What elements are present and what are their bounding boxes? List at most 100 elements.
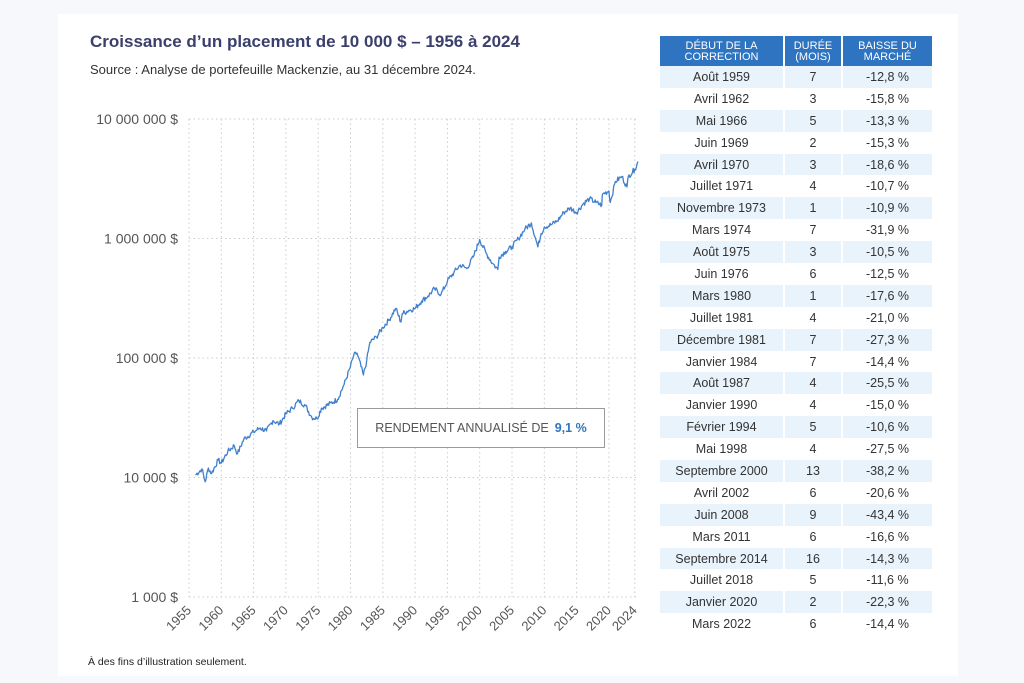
table-row: Novembre 1973 1 -10,9 % bbox=[660, 197, 932, 220]
table-cell: -27,3 % bbox=[842, 328, 932, 351]
table-row: Mai 1998 4 -27,5 % bbox=[660, 438, 932, 461]
table-row: Mars 2022 6 -14,4 % bbox=[660, 613, 932, 636]
chart-subtitle: Source : Analyse de portefeuille Mackenz… bbox=[90, 62, 476, 77]
table-cell: 3 bbox=[784, 87, 843, 110]
corrections-table: DÉBUT DE LA CORRECTION DURÉE (MOIS) BAISSE… bbox=[660, 36, 932, 636]
table-cell: Mars 2022 bbox=[660, 613, 785, 636]
table-cell: 7 bbox=[784, 219, 843, 242]
x-tick-label: 2000 bbox=[454, 603, 485, 634]
table-cell: Février 1994 bbox=[660, 416, 785, 439]
table-cell: 5 bbox=[784, 109, 843, 132]
table-cell: 4 bbox=[784, 394, 843, 417]
x-tick-label: 2015 bbox=[551, 603, 582, 634]
table-row: Septembre 2014 16 -14,3 % bbox=[660, 547, 932, 570]
table-cell: 3 bbox=[784, 153, 843, 176]
table-cell: Mars 1974 bbox=[660, 219, 785, 242]
x-tick-label: 1970 bbox=[260, 603, 291, 634]
y-tick-label: 10 000 000 $ bbox=[96, 111, 178, 127]
table-row: Avril 1970 3 -18,6 % bbox=[660, 153, 932, 176]
table-cell: Juillet 2018 bbox=[660, 569, 785, 592]
table-cell: Mars 1980 bbox=[660, 284, 785, 307]
table-cell: -10,7 % bbox=[865, 179, 910, 194]
table-cell: Août 1975 bbox=[660, 241, 785, 264]
table-cell: Juillet 1981 bbox=[660, 306, 785, 329]
table-cell: -18,6 % bbox=[842, 153, 932, 176]
table-cell: -10,9 % bbox=[842, 197, 932, 220]
x-tick-label: 1955 bbox=[163, 603, 194, 634]
table-header-row: DÉBUT DE LA CORRECTION DURÉE (MOIS) BAISSE… bbox=[660, 36, 932, 66]
table-row: Juillet 1981 4 -21,0 % bbox=[660, 306, 932, 329]
table-cell: 4 bbox=[784, 175, 843, 198]
table-row: Décembre 1981 7 -27,3 % bbox=[660, 328, 932, 351]
table-row: Mars 2011 6 -16,6 % bbox=[660, 525, 932, 548]
table-cell: 2 bbox=[784, 591, 843, 614]
table-cell: -11,6 % bbox=[866, 573, 909, 588]
table-cell: 16 bbox=[784, 547, 843, 570]
table-cell: -22,3 % bbox=[842, 591, 932, 614]
table-row: Août 1975 3 -10,5 % bbox=[660, 241, 932, 264]
table-cell: -15,0 % bbox=[865, 398, 910, 413]
table-cell: -43,4 % bbox=[842, 503, 932, 526]
table-cell: -20,6 % bbox=[865, 485, 910, 500]
table-cell: Avril 2002 bbox=[660, 481, 785, 504]
table-cell: -16,6 % bbox=[865, 529, 910, 544]
table-cell: 4 bbox=[784, 438, 843, 461]
table-cell: 13 bbox=[784, 460, 843, 482]
table-cell: -13,3 % bbox=[842, 109, 932, 132]
table-cell: -25,5 % bbox=[842, 372, 932, 395]
table-cell: -27,5 % bbox=[865, 442, 910, 457]
table-cell: 7 bbox=[784, 350, 843, 373]
annualized-return-box: RENDEMENT ANNUALISÉ DE 9,1 % bbox=[357, 408, 605, 448]
table-cell: -15,8 % bbox=[865, 91, 910, 106]
table-row: Septembre 2000 13 -38,2 % bbox=[660, 460, 932, 482]
table-cell: Août 1987 bbox=[660, 372, 785, 395]
table-cell: -12,5 % bbox=[865, 266, 910, 281]
annualized-return-label: RENDEMENT ANNUALISÉ DE bbox=[375, 421, 549, 435]
x-tick-label: 1975 bbox=[292, 603, 323, 634]
table-cell: Août 1959 bbox=[660, 66, 785, 88]
x-tick-label: 2005 bbox=[486, 603, 517, 634]
chart-title: Croissance d’un placement de 10 000 $ – … bbox=[90, 32, 520, 51]
y-tick-label: 1 000 000 $ bbox=[104, 231, 178, 247]
table-cell: Janvier 1990 bbox=[660, 394, 785, 417]
x-tick-label: 1985 bbox=[357, 603, 388, 634]
table-cell: Septembre 2000 bbox=[660, 460, 785, 482]
table-row: Mars 1980 1 -17,6 % bbox=[660, 284, 932, 307]
table-row: Mai 1966 5 -13,3 % bbox=[660, 109, 932, 132]
table-row: Février 1994 5 -10,6 % bbox=[660, 416, 932, 439]
table-row: Juin 2008 9 -43,4 % bbox=[660, 503, 932, 526]
table-cell: 1 bbox=[784, 284, 843, 307]
table-row: Juin 1969 2 -15,3 % bbox=[660, 131, 932, 154]
table-header-cell: DURÉE (MOIS) bbox=[784, 36, 843, 66]
table-cell: -38,2 % bbox=[842, 460, 932, 482]
table-cell: 5 bbox=[784, 569, 843, 592]
table-row: Juillet 2018 5 -11,6 % bbox=[660, 569, 932, 592]
table-cell: 2 bbox=[784, 131, 843, 154]
table-cell: 6 bbox=[784, 525, 843, 548]
table-cell: Juin 1969 bbox=[660, 131, 785, 154]
table-cell: 4 bbox=[784, 306, 843, 329]
table-cell: Juin 2008 bbox=[660, 503, 785, 526]
footnote: À des fins d’illustration seulement. bbox=[88, 656, 247, 668]
table-cell: 6 bbox=[784, 263, 843, 285]
table-cell: -31,9 % bbox=[865, 223, 910, 238]
growth-line bbox=[195, 161, 639, 483]
table-row: Mars 1974 7 -31,9 % bbox=[660, 219, 932, 242]
y-tick-label: 10 000 $ bbox=[124, 470, 179, 486]
table-cell: -12,8 % bbox=[842, 66, 932, 88]
table-header-cell: BAISSE DU MARCHÉ bbox=[842, 36, 932, 66]
y-tick-label: 1 000 $ bbox=[131, 589, 178, 605]
table-cell: Juin 1976 bbox=[660, 263, 785, 285]
table-row: Janvier 2020 2 -22,3 % bbox=[660, 591, 932, 614]
table-cell: -10,6 % bbox=[842, 416, 932, 439]
x-tick-label: 2010 bbox=[518, 603, 549, 634]
x-tick-label: 2024 bbox=[609, 603, 640, 634]
table-cell: 6 bbox=[784, 613, 843, 636]
table-cell: Mai 1966 bbox=[660, 109, 785, 132]
table-cell: Avril 1970 bbox=[660, 153, 785, 176]
x-tick-label: 1960 bbox=[195, 603, 226, 634]
table-cell: Mars 2011 bbox=[660, 525, 785, 548]
table-cell: Novembre 1973 bbox=[660, 197, 785, 220]
x-tick-label: 1980 bbox=[325, 603, 356, 634]
x-tick-label: 1965 bbox=[228, 603, 259, 634]
